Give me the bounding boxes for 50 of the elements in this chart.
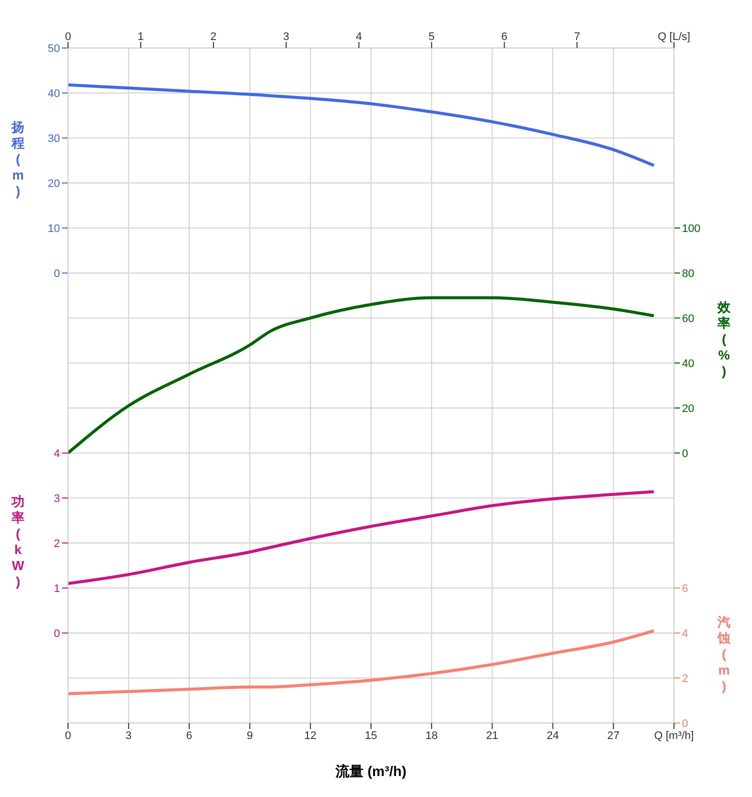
y2-tick-label: 0 bbox=[682, 448, 688, 460]
y-tick-label: 10 bbox=[48, 222, 60, 235]
x2-tick-label: 2 bbox=[210, 31, 217, 43]
x-tick-label: Q [m³/h] bbox=[654, 730, 694, 742]
y2-tick-label: 20 bbox=[682, 402, 694, 415]
y2-tick-label: 100 bbox=[682, 222, 700, 235]
y2-tick-label: 6 bbox=[682, 582, 688, 595]
y-axis-title: 功率 (kW) bbox=[10, 494, 25, 590]
y-tick-label: 50 bbox=[48, 42, 60, 55]
x-tick-label: 24 bbox=[546, 730, 559, 742]
x-tick-label: 12 bbox=[304, 730, 317, 742]
x2-tick-label: 6 bbox=[501, 31, 508, 43]
y-tick-label: 3 bbox=[54, 492, 60, 505]
line-series bbox=[68, 490, 656, 585]
y2-axis-title: 汽蚀 (m) bbox=[716, 614, 730, 694]
y2-tick-label: 80 bbox=[682, 268, 694, 280]
y-tick-label: 1 bbox=[54, 582, 60, 595]
x-tick-label: 18 bbox=[425, 730, 438, 742]
line-series bbox=[68, 296, 656, 454]
y-tick-label: 0 bbox=[54, 268, 60, 280]
y2-tick-label: 0 bbox=[682, 718, 688, 730]
x2-tick-label: 7 bbox=[574, 31, 580, 43]
y-tick-label: 2 bbox=[54, 538, 60, 550]
x-tick-label: 0 bbox=[64, 730, 72, 742]
y-tick-label: 4 bbox=[54, 448, 60, 460]
y-tick-label: 30 bbox=[48, 132, 60, 145]
x2-tick-label: 1 bbox=[138, 31, 144, 43]
x2-tick-label: 3 bbox=[283, 31, 290, 43]
x-tick-label: 15 bbox=[364, 730, 378, 742]
y2-tick-label: 4 bbox=[682, 628, 688, 640]
y2-axis-title: 效率 (%) bbox=[716, 300, 732, 379]
x-axis-title: 流量 (m³/h) bbox=[334, 763, 406, 779]
x-tick-label: 3 bbox=[126, 730, 132, 742]
x-tick-label: 6 bbox=[186, 730, 192, 742]
line-series bbox=[68, 83, 656, 167]
y-tick-label: 0 bbox=[54, 628, 60, 640]
y-axis-title: 扬程 (m) bbox=[10, 120, 24, 199]
x2-tick-label: Q [L/s] bbox=[658, 31, 690, 43]
x-tick-label: 9 bbox=[246, 730, 253, 742]
y2-tick-label: 40 bbox=[682, 358, 694, 370]
y2-tick-label: 60 bbox=[682, 312, 694, 325]
y2-tick-label: 2 bbox=[682, 672, 688, 685]
x2-tick-label: 4 bbox=[356, 31, 362, 43]
y-tick-label: 20 bbox=[48, 178, 60, 190]
x2-tick-label: 5 bbox=[428, 31, 435, 43]
x-tick-label: 27 bbox=[607, 730, 620, 742]
x-tick-label: 21 bbox=[486, 730, 498, 742]
y-tick-label: 40 bbox=[48, 88, 60, 100]
x2-tick-label: 0 bbox=[64, 31, 72, 43]
line-series bbox=[68, 629, 656, 696]
